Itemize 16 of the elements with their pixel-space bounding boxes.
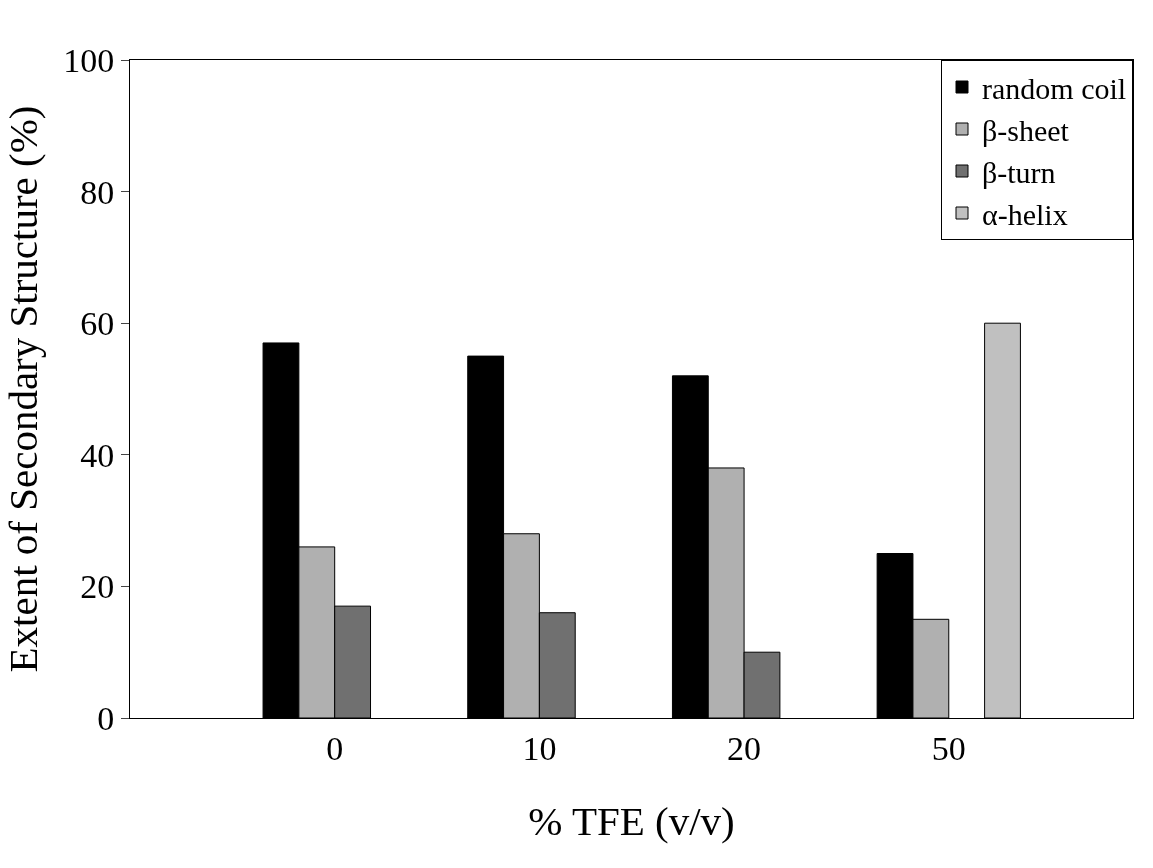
- legend-label: β-sheet: [982, 113, 1070, 147]
- legend-label: β-turn: [982, 155, 1056, 189]
- y-tick-label: 80: [80, 173, 115, 211]
- y-tick-label: 100: [63, 41, 115, 79]
- legend-label: α-helix: [982, 197, 1068, 231]
- y-axis-title: Extent of Secondary Structure (%): [0, 105, 46, 673]
- x-tick-label: 0: [326, 729, 344, 767]
- y-tick-label: 0: [97, 699, 115, 737]
- legend-label: random coil: [982, 71, 1127, 105]
- x-tick-label: 10: [522, 729, 557, 767]
- y-tick-label: 40: [80, 436, 115, 474]
- x-axis-title: % TFE (v/v): [528, 798, 735, 844]
- y-tick-label: 60: [80, 305, 115, 343]
- x-tick-label: 50: [931, 729, 966, 767]
- y-tick-label: 20: [80, 568, 115, 606]
- x-tick-label: 20: [727, 729, 762, 767]
